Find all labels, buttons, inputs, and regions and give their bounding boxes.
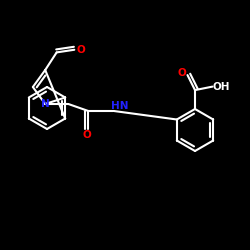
- Text: OH: OH: [213, 82, 230, 92]
- Text: N: N: [41, 99, 50, 109]
- Text: O: O: [177, 68, 186, 78]
- Text: O: O: [77, 45, 86, 55]
- Text: O: O: [83, 130, 92, 140]
- Text: HN: HN: [110, 101, 128, 111]
